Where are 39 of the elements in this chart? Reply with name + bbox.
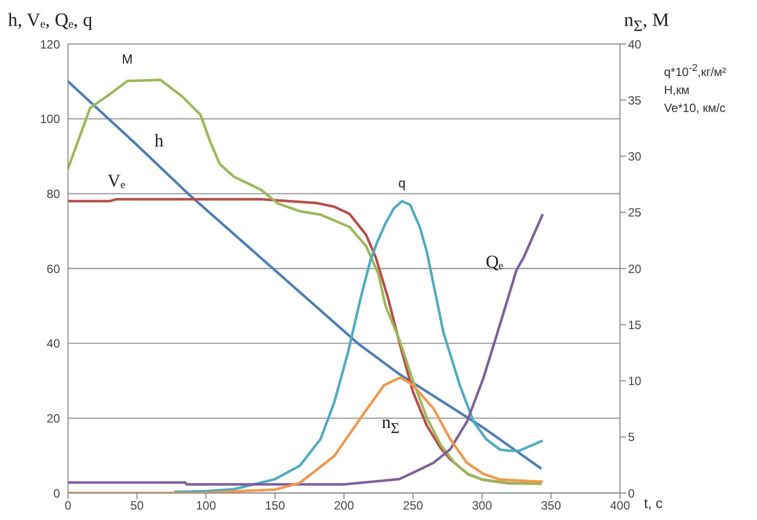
y2-tick-label: 10 — [628, 374, 642, 388]
series-label: n$_{Σ}$ — [382, 412, 400, 438]
y2-tick-label: 25 — [628, 206, 642, 220]
x-tick-label: 0 — [64, 498, 72, 513]
series-label: q — [398, 176, 406, 191]
x-tick-label: 350 — [540, 498, 562, 513]
y2-tick-label: 15 — [628, 318, 642, 332]
line-series — [68, 376, 544, 493]
x-tick-label: 50 — [130, 498, 144, 513]
y-tick-label: 120 — [40, 37, 60, 52]
text: q*10$^{-2}$,кг/м² — [664, 62, 726, 81]
series-label: h — [154, 130, 164, 152]
series-label: Vₑ — [107, 170, 126, 192]
x-axis-title: t, c — [644, 495, 663, 511]
y-tick-label: 40 — [46, 336, 60, 351]
y2-tick-label: 0 — [628, 486, 635, 500]
y2-tick-label: 35 — [628, 93, 642, 108]
x-tick-label: 250 — [402, 498, 424, 513]
x-tick-label: 300 — [472, 498, 492, 513]
line-series — [173, 200, 544, 493]
y2-tick-label: 5 — [628, 430, 635, 444]
y2-tick-label: 30 — [628, 150, 642, 164]
text: Н,км — [664, 82, 690, 99]
series-label: Qₑ — [486, 251, 504, 272]
x-tick-label: 200 — [334, 498, 354, 513]
x-tick-label: 150 — [264, 498, 286, 513]
y-tick-label: 0 — [53, 486, 60, 500]
x-tick-label: 100 — [196, 498, 216, 513]
y-tick-label: 100 — [40, 112, 60, 126]
x-tick-label: 400 — [610, 498, 630, 513]
text: Ve*10, км/с — [664, 100, 726, 117]
y-axis-title: h, Vₑ, Qₑ, q — [8, 10, 92, 32]
y2-tick-label: 40 — [628, 37, 642, 52]
y-tick-label: 80 — [46, 186, 60, 201]
series-label: M — [122, 52, 133, 67]
y2-axis-title: n$_{Σ}$, M — [624, 10, 670, 36]
y2-tick-label: 20 — [628, 262, 642, 276]
y-tick-label: 60 — [46, 262, 60, 276]
y-tick-label: 20 — [46, 411, 60, 426]
